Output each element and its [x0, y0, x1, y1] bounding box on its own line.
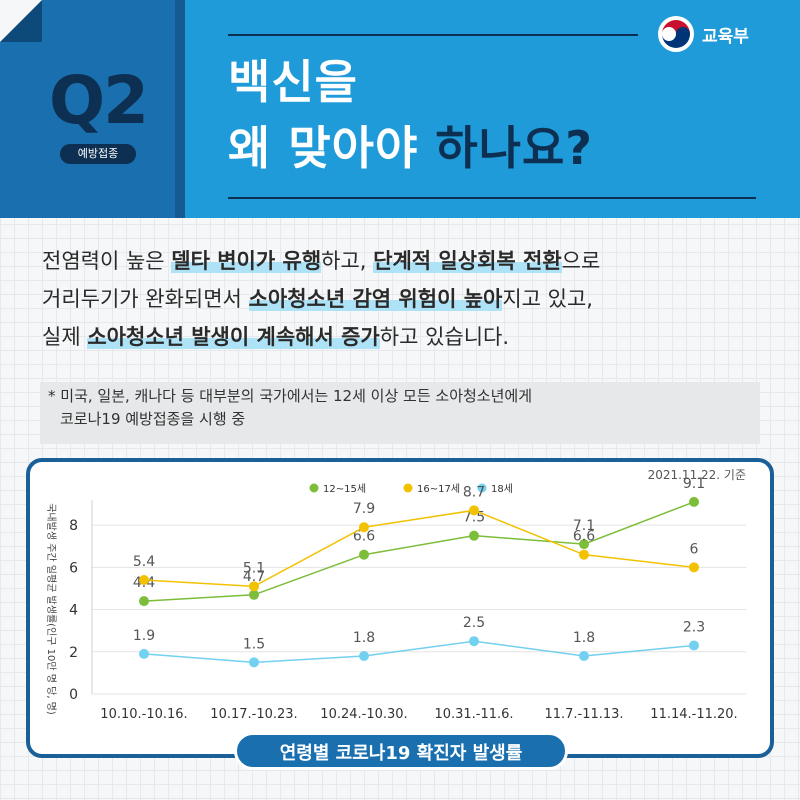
- x-tick-label: 10.10.-10.16.: [100, 707, 187, 722]
- body-line-1: 전염력이 높은 델타 변이가 유행하고, 단계적 일상회복 전환으로: [42, 247, 762, 285]
- text-segment: 전염력이 높은: [42, 249, 172, 273]
- y-tick-label: 2: [69, 645, 78, 661]
- y-tick-label: 4: [69, 603, 78, 619]
- y-tick-label: 8: [69, 518, 78, 534]
- x-tick-label: 10.24.-10.30.: [320, 707, 407, 722]
- legend-label: 18세: [491, 483, 513, 495]
- data-label: 7.9: [353, 501, 375, 517]
- corner-cut: [0, 0, 42, 42]
- data-label: 1.8: [353, 630, 375, 646]
- data-point: [139, 596, 149, 607]
- legend-label: 16~17세: [417, 483, 460, 495]
- title-line-1: 백신을: [228, 55, 358, 109]
- data-point: [139, 648, 149, 659]
- highlight-delta: 델타 변이가 유행: [171, 249, 322, 273]
- y-tick-label: 0: [69, 687, 78, 703]
- y-axis-label: 국내발생 주간 일평균 발생률(인구 10만 명 당, 명): [45, 503, 57, 715]
- panel-stripe: [175, 0, 185, 218]
- legend-label: 12~15세: [323, 483, 366, 495]
- data-label: 5.1: [243, 560, 265, 576]
- highlight-increase: 소아청소년 발생이 계속해서 증가: [87, 325, 380, 349]
- data-point: [469, 505, 479, 516]
- data-point: [689, 496, 699, 507]
- x-tick-label: 11.7.-11.13.: [544, 707, 623, 722]
- data-label: 6.6: [353, 529, 375, 545]
- legend-marker: [309, 483, 319, 493]
- data-point: [249, 657, 259, 668]
- ministry-name: 교육부: [702, 27, 749, 47]
- data-label: 1.9: [133, 628, 155, 644]
- series-line: [143, 501, 695, 602]
- data-point: [249, 581, 259, 592]
- data-label: 7.5: [463, 510, 485, 526]
- x-tick-label: 10.17.-10.23.: [210, 707, 297, 722]
- data-point: [579, 549, 589, 560]
- data-point: [359, 549, 369, 560]
- x-tick-label: 10.31.-11.6.: [434, 707, 513, 722]
- text-segment: 지고 있고,: [502, 287, 593, 311]
- data-label: 7.1: [573, 518, 595, 534]
- data-point: [689, 640, 699, 651]
- title-line-2-part-1: 왜 맞아야: [228, 121, 436, 175]
- data-point: [359, 651, 369, 661]
- data-label: 1.5: [243, 636, 265, 652]
- ministry-logo: 교육부: [658, 14, 790, 54]
- footnote-box: * 미국, 일본, 캐나다 등 대부분의 국가에서는 12세 이상 모든 소아청…: [40, 382, 760, 444]
- data-label: 2.5: [463, 615, 485, 631]
- data-point: [579, 651, 589, 661]
- text-segment: 하고 있습니다.: [379, 325, 510, 349]
- footnote-line-2: 코로나19 예방접종을 시행 중: [60, 410, 246, 429]
- line-chart: 0 2 4 6 8 국내발생 주간 일평균 발생률(인구 10만 명 당, 명) 10.10…: [45, 476, 746, 722]
- chart-date-note: 2021.11.22. 기준: [647, 468, 746, 482]
- data-label: 6: [690, 541, 699, 557]
- footnote-line-1: * 미국, 일본, 캐나다 등 대부분의 국가에서는 12세 이상 모든 소아청…: [48, 387, 533, 405]
- text-segment: 거리두기가 완화되면서: [42, 287, 249, 311]
- title-rule-bottom: [228, 197, 756, 199]
- legend-marker: [477, 483, 487, 493]
- highlight-recovery: 단계적 일상회복 전환: [373, 249, 562, 273]
- question-panel: Q2 예방접종: [0, 0, 185, 218]
- category-badge: 예방접종: [60, 144, 136, 164]
- series-line: [143, 640, 695, 664]
- data-point: [469, 530, 479, 541]
- data-point: [469, 636, 479, 647]
- taegeuk-emblem-icon: [658, 16, 694, 52]
- data-label: 5.4: [133, 554, 155, 570]
- data-point: [139, 575, 149, 585]
- data-label: 1.8: [573, 630, 595, 646]
- data-point: [359, 522, 369, 533]
- data-point: [249, 589, 259, 600]
- body-paragraph: 전염력이 높은 델타 변이가 유행하고, 단계적 일상회복 전환으로 거리두기가…: [42, 247, 762, 361]
- text-segment: 으로: [561, 249, 601, 273]
- title-rule-top: [228, 34, 638, 36]
- body-line-3: 실제 소아청소년 발생이 계속해서 증가하고 있습니다.: [42, 323, 762, 361]
- legend-marker: [403, 483, 413, 493]
- chart-title: 연령별 코로나19 확진자 발생률: [234, 732, 568, 770]
- series-line: [143, 509, 695, 588]
- text-segment: 실제: [42, 325, 88, 349]
- highlight-infection-risk: 소아청소년 감염 위험이 높아: [248, 287, 503, 311]
- text-segment: 하고,: [321, 249, 374, 273]
- y-tick-label: 6: [69, 560, 78, 576]
- question-number: Q2: [48, 62, 149, 139]
- title-line-2: 왜 맞아야 하나요?: [228, 112, 593, 178]
- title-line-2-part-2: 하나요?: [435, 121, 593, 175]
- body-line-2: 거리두기가 완화되면서 소아청소년 감염 위험이 높아지고 있고,: [42, 285, 762, 323]
- data-point: [579, 539, 589, 550]
- data-label: 2.3: [683, 619, 705, 635]
- data-label: 6.6: [573, 529, 595, 545]
- x-tick-label: 11.14.-11.20.: [650, 707, 737, 722]
- chart-card: 2021.11.22. 기준 0 2 4 6 8 국내발생 주간 일평균 발생률(인구 1…: [26, 458, 774, 758]
- data-label: 9.1: [683, 476, 705, 492]
- header-banner: Q2 예방접종 백신을 왜 맞아야 하나요? 교육부: [0, 0, 800, 218]
- data-label: 8.7: [463, 484, 485, 500]
- data-point: [689, 562, 699, 573]
- data-label: 4.7: [243, 569, 265, 585]
